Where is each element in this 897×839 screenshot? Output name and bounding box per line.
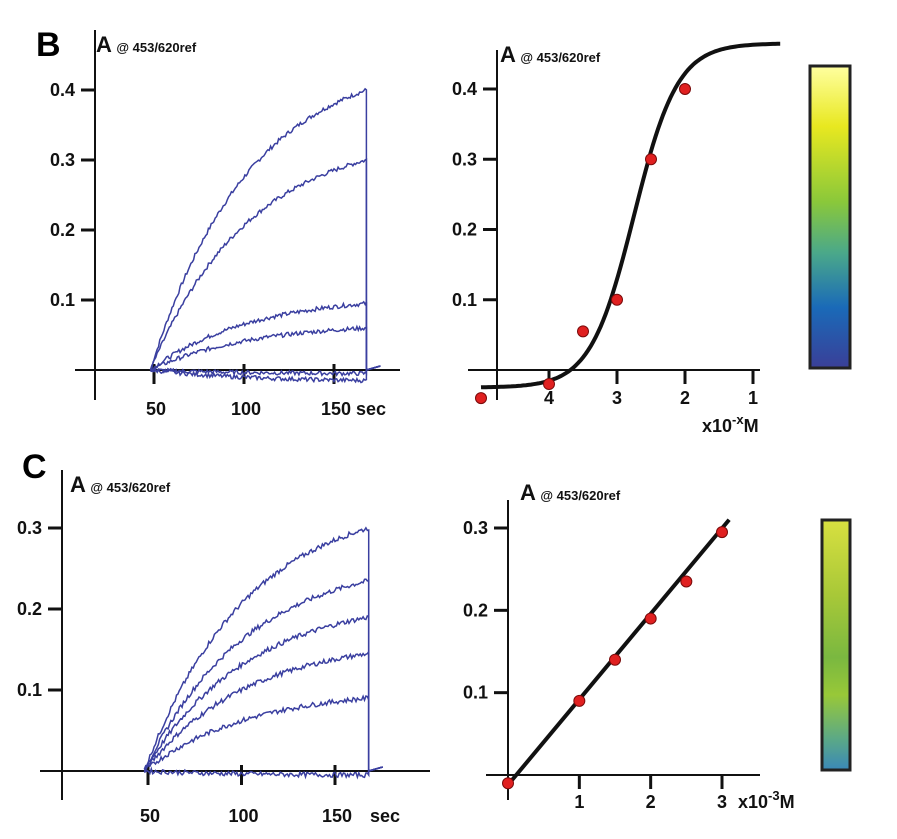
c-left-trace-3 — [143, 649, 383, 773]
b-left-trace-0 — [149, 87, 381, 371]
b-right-fit-line — [480, 41, 781, 390]
c-left-trace-4 — [143, 694, 383, 772]
b-left-trace-1 — [149, 158, 381, 371]
b-left-xtick-label-0: 50 — [146, 399, 166, 419]
c-right-point-2 — [609, 653, 621, 666]
b-right-point-1 — [543, 378, 555, 391]
c-left-xtick-label-2: 150 — [322, 806, 352, 826]
b-right-point-2 — [577, 325, 589, 338]
colorbar-b — [808, 64, 852, 370]
b-right-ytick-label-3: 0.4 — [452, 79, 477, 99]
b-right-xunit-base: x10 — [702, 416, 732, 436]
b-left-ytick-label-3: 0.4 — [50, 80, 75, 100]
b-right-xtick-label-2: 2 — [680, 388, 690, 408]
colorbar-c — [820, 518, 852, 772]
c-left-trace-1 — [143, 578, 383, 772]
b-right-point-0 — [475, 392, 487, 405]
c-left-ylabel-main: A — [70, 472, 86, 497]
c-left-ylabel-sub: @ 453/620ref — [90, 480, 171, 495]
c-right-point-4 — [680, 575, 693, 588]
c-right-ylabel-sub: @ 453/620ref — [540, 488, 621, 503]
b-left-ytick-label-2: 0.3 — [50, 150, 75, 170]
c-left-xtick-label-0: 50 — [140, 806, 160, 826]
c-right-xunit-tail: M — [780, 792, 795, 812]
b-right-ylabel-sub: @ 453/620ref — [520, 50, 601, 65]
c-right-ytick-label-1: 0.2 — [463, 600, 488, 620]
b-right-point-5 — [679, 83, 691, 95]
c-right-xunit: x10-3M — [738, 788, 795, 812]
c-left-ylabel: A @ 453/620ref — [70, 472, 171, 497]
c-right-point-5 — [716, 526, 728, 539]
c-right-xunit-base: x10 — [738, 792, 768, 812]
b-left-ylabel: A @ 453/620ref — [96, 32, 197, 57]
b-right-xunit: x10-xM — [702, 412, 759, 436]
b-right-xtick-label-3: 1 — [748, 388, 758, 408]
b-left-ytick-label-1: 0.2 — [50, 220, 75, 240]
c-right-ylabel-main: A — [520, 480, 536, 505]
c-right-xunit-sup: -3 — [768, 788, 780, 803]
b-right-xtick-label-1: 3 — [612, 388, 622, 408]
c-left-xtick-label-1: 100 — [228, 806, 258, 826]
c-right-ytick-label-2: 0.3 — [463, 518, 488, 538]
b-right-ylabel-main: A — [500, 42, 516, 67]
b-left-ylabel-main: A — [96, 32, 112, 57]
b-right-xunit-tail: M — [744, 416, 759, 436]
c-right-xtick-label-1: 2 — [646, 792, 656, 812]
b-right-ytick-label-0: 0.1 — [452, 290, 477, 310]
c-right-point-1 — [573, 694, 586, 707]
b-right-point-4 — [645, 153, 657, 166]
b-left-trace-4 — [149, 365, 381, 378]
b-right-xunit-sup: -x — [732, 412, 744, 427]
c-right-fit-line — [506, 518, 731, 787]
b-right-ylabel: A @ 453/620ref — [500, 42, 601, 67]
c-left-trace-5 — [143, 766, 383, 780]
panel-letter-b: B — [36, 26, 61, 64]
b-left-ytick-label-0: 0.1 — [50, 290, 75, 310]
b-right-point-3 — [611, 293, 623, 306]
c-right-xtick-label-0: 1 — [574, 792, 584, 812]
c-right-point-0 — [502, 777, 514, 790]
c-left-xunit: sec — [370, 806, 400, 826]
b-left-trace-3 — [150, 324, 381, 372]
c-left-trace-0 — [143, 526, 383, 772]
c-left-ytick-label-2: 0.3 — [17, 518, 42, 538]
b-left-xtick-label-2: 150 — [321, 399, 351, 419]
c-left-ytick-label-1: 0.2 — [17, 599, 42, 619]
b-left-xtick-label-1: 100 — [231, 399, 261, 419]
panel-letter-c: C — [22, 448, 47, 486]
b-left-trace-2 — [150, 300, 381, 372]
c-left-trace-2 — [144, 614, 383, 772]
b-right-xtick-label-0: 4 — [544, 388, 554, 408]
b-left-xunit: sec — [356, 399, 386, 419]
c-right-point-3 — [644, 612, 657, 625]
c-right-xtick-label-2: 3 — [717, 792, 727, 812]
b-left-ylabel-sub: @ 453/620ref — [116, 40, 197, 55]
b-right-ytick-label-1: 0.2 — [452, 220, 477, 240]
c-left-ytick-label-0: 0.1 — [17, 680, 42, 700]
b-left-trace-5 — [150, 365, 381, 384]
b-right-ytick-label-2: 0.3 — [452, 149, 477, 169]
c-right-ylabel: A @ 453/620ref — [520, 480, 621, 505]
c-right-ytick-label-0: 0.1 — [463, 683, 488, 703]
